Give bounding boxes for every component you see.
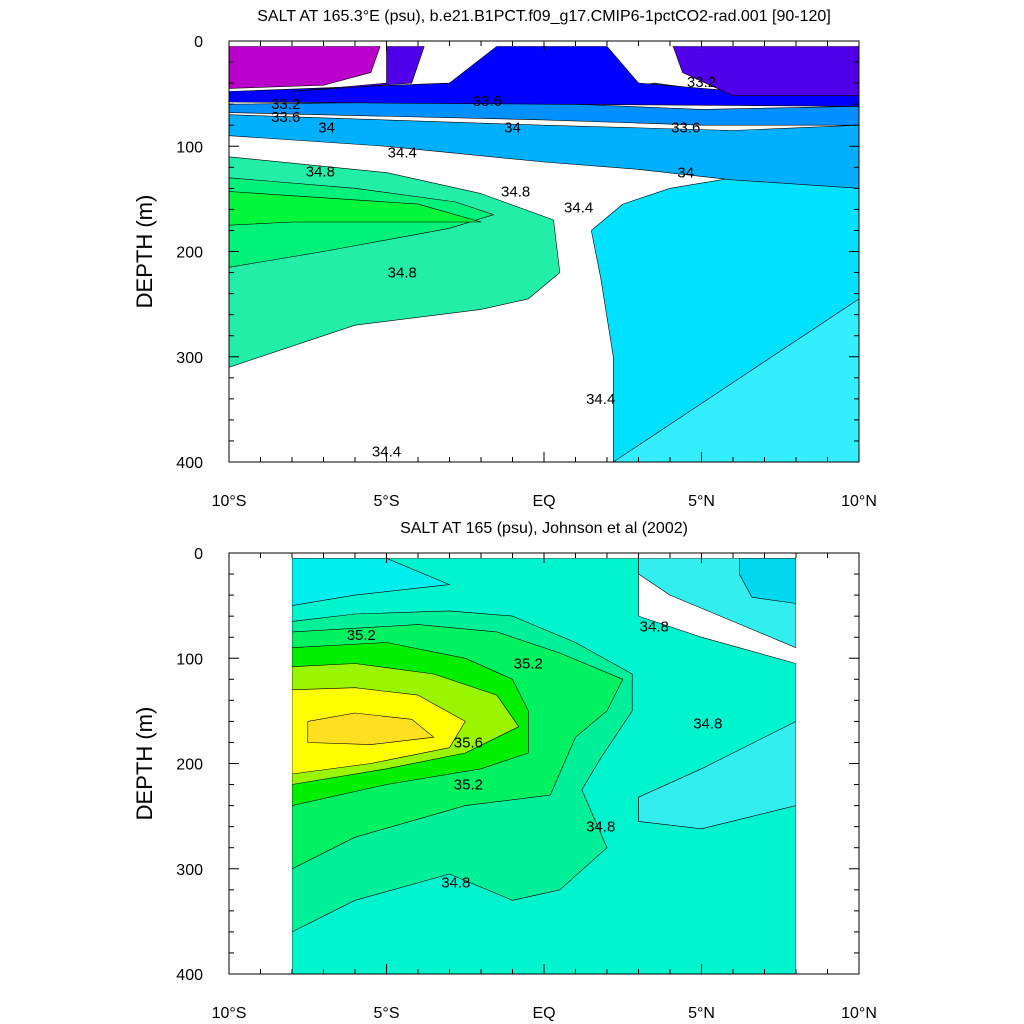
y-tick-label: 300 <box>176 862 203 879</box>
x-tick-label: 10°N <box>841 1005 877 1022</box>
contour-label: 34.8 <box>693 716 722 733</box>
contour-label: 34.8 <box>441 874 470 891</box>
contour-fill-10 <box>307 712 435 745</box>
y-tick-label: 0 <box>194 34 203 51</box>
contour-label: 33.6 <box>473 93 502 110</box>
y-tick-label: 200 <box>176 245 203 262</box>
y-tick-label: 0 <box>194 546 203 563</box>
contour-label: 34.4 <box>388 145 417 162</box>
contour-fill-10 <box>229 46 381 89</box>
contour-fill-11 <box>672 46 859 96</box>
contour-label: 34 <box>677 165 694 182</box>
x-tick-label: 5°N <box>688 1005 715 1022</box>
y-axis-label: DEPTH (m) <box>132 195 157 309</box>
x-tick-label: 10°S <box>212 1005 247 1022</box>
chart-title: SALT AT 165.3°E (psu), b.e21.B1PCT.f09_g… <box>257 8 831 25</box>
contour-fill-4 <box>229 191 482 226</box>
contour-label: 33.2 <box>687 74 716 91</box>
contour-fill-9 <box>291 46 425 92</box>
chart-title: SALT AT 165 (psu), Johnson et al (2002) <box>400 520 688 537</box>
y-tick-label: 100 <box>176 651 203 668</box>
contour-fill-8 <box>229 46 859 107</box>
panel-top: 33.233.63434.434.834.834.434.834.434.433… <box>132 8 877 510</box>
contour-label: 34.8 <box>501 184 530 201</box>
y-tick-label: 400 <box>176 455 203 472</box>
y-tick-label: 300 <box>176 350 203 367</box>
x-tick-label: 5°S <box>374 493 400 510</box>
contour-label: 34 <box>318 119 335 136</box>
contour-label: 34.8 <box>306 164 335 181</box>
contour-label: 34 <box>504 119 521 136</box>
contour-fill-5 <box>229 114 859 189</box>
contour-label: 34.4 <box>372 443 401 460</box>
contour-label: 35.2 <box>514 656 543 673</box>
x-tick-label: 10°S <box>212 493 247 510</box>
contour-label: 33.6 <box>271 109 300 126</box>
y-axis-label: DEPTH (m) <box>132 707 157 821</box>
contour-label: 35.2 <box>454 777 483 794</box>
x-tick-label: EQ <box>532 493 555 510</box>
contour-label: 34.8 <box>388 265 417 282</box>
contour-fill-1 <box>292 558 450 606</box>
contour-label: 33.2 <box>271 96 300 113</box>
x-tick-label: 5°S <box>374 1005 400 1022</box>
x-tick-label: EQ <box>532 1005 555 1022</box>
contour-label: 35.6 <box>454 734 483 751</box>
contour-fills <box>292 558 796 974</box>
x-tick-label: 10°N <box>841 493 877 510</box>
contour-fill-1 <box>590 167 859 462</box>
y-tick-label: 100 <box>176 139 203 156</box>
x-tick-label: 5°N <box>688 493 715 510</box>
panel-bottom: 35.2 35.2 34.8 35.6 35.2 34.8 34.8 34.8 0 100 200 3… <box>132 520 877 1022</box>
contour-label: 34.4 <box>586 391 615 408</box>
contour-label: 34.8 <box>640 619 669 636</box>
contour-label: 34.4 <box>564 199 593 216</box>
contour-label: 35.2 <box>347 627 376 644</box>
y-tick-label: 400 <box>176 967 203 984</box>
contour-fill-3 <box>738 558 796 604</box>
contour-label: 34.8 <box>586 819 615 836</box>
contour-label: 33.6 <box>671 119 700 136</box>
contour-fill-4 <box>638 721 796 830</box>
y-tick-label: 200 <box>176 757 203 774</box>
contour-fills <box>229 46 859 462</box>
